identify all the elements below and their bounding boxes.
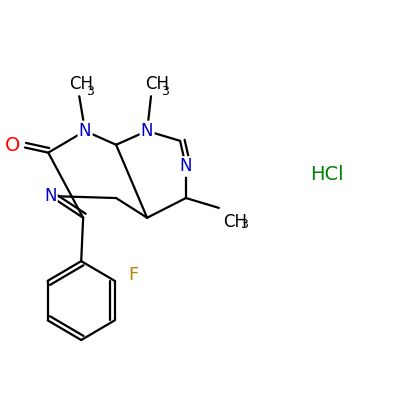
Text: F: F <box>128 266 139 284</box>
Text: 3: 3 <box>240 218 248 231</box>
Text: HCl: HCl <box>311 165 344 184</box>
Text: N: N <box>79 122 91 140</box>
Text: 3: 3 <box>86 85 94 98</box>
Text: N: N <box>44 187 56 205</box>
Text: N: N <box>141 122 153 140</box>
Text: CH: CH <box>70 75 94 93</box>
Text: O: O <box>5 136 20 155</box>
Text: CH: CH <box>224 213 248 231</box>
Text: CH: CH <box>145 75 169 93</box>
Text: N: N <box>180 158 192 176</box>
Text: 3: 3 <box>162 85 169 98</box>
